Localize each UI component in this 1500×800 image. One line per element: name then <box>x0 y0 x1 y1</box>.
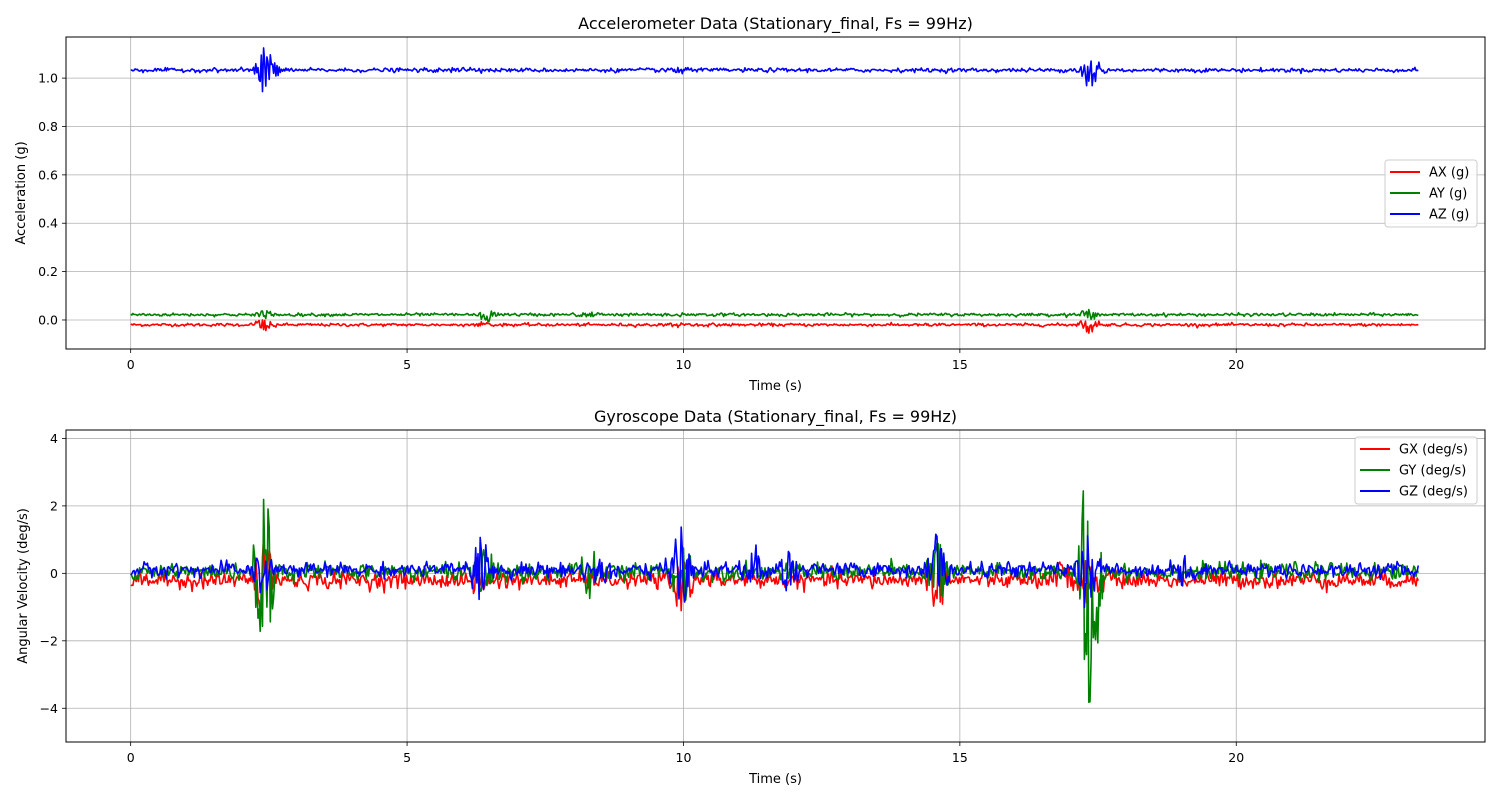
data-lines <box>129 490 1420 703</box>
y-tick-label: 0.6 <box>38 167 58 182</box>
x-tick-label: 5 <box>403 357 411 372</box>
accelerometer-panel: 0 5 10 15 20 0.0 0.2 0.4 0.6 0.8 1.0 Accelerometer… <box>14 14 1486 394</box>
gyroscope-panel: 0 5 10 15 20 −4 −2 0 2 4 Gyroscope Data (Stationa… <box>16 407 1486 787</box>
legend-box <box>1354 436 1478 505</box>
legend-label: GZ (deg/s) <box>1399 485 1468 500</box>
y-tick-label: 1.0 <box>38 71 58 86</box>
ticks: 0 5 10 15 20 0.0 0.2 0.4 0.6 0.8 1.0 <box>38 71 1244 372</box>
grid <box>66 37 1485 349</box>
y-tick-label: 2 <box>50 498 58 513</box>
x-tick-label: 20 <box>1228 357 1244 372</box>
series-line-az <box>130 47 1419 93</box>
y-tick-label: 0.8 <box>38 119 58 134</box>
x-axis-label: Time (s) <box>748 772 802 787</box>
y-tick-label: 0.4 <box>38 216 58 231</box>
x-tick-label: 5 <box>403 750 411 765</box>
x-tick-label: 15 <box>952 357 968 372</box>
y-tick-label: −2 <box>40 633 58 648</box>
chart-title: Gyroscope Data (Stationary_final, Fs = 9… <box>594 407 957 427</box>
series-line-gx <box>130 537 1420 612</box>
y-tick-label: 0.0 <box>38 312 58 327</box>
legend: AX (g) AY (g) AZ (g) <box>1384 159 1478 228</box>
y-tick-label: 0 <box>50 566 58 581</box>
legend-label: GY (deg/s) <box>1399 464 1466 479</box>
y-axis-label: Angular Velocity (deg/s) <box>16 508 31 664</box>
series-line-ay <box>130 308 1419 323</box>
x-tick-label: 0 <box>127 357 135 372</box>
axes-frame <box>65 429 1486 743</box>
y-tick-label: 4 <box>50 431 58 446</box>
x-tick-label: 0 <box>127 750 135 765</box>
series-line-gy <box>129 490 1420 703</box>
ticks: 0 5 10 15 20 −4 −2 0 2 4 <box>40 431 1245 765</box>
y-axis-label: Acceleration (g) <box>14 141 29 244</box>
x-tick-label: 20 <box>1228 750 1244 765</box>
x-tick-label: 15 <box>952 750 968 765</box>
x-tick-label: 10 <box>676 750 692 765</box>
legend-label: AY (g) <box>1429 187 1467 202</box>
y-tick-label: 0.2 <box>38 264 58 279</box>
legend-label: GX (deg/s) <box>1399 443 1468 458</box>
legend-box <box>1384 159 1478 228</box>
data-lines <box>130 47 1419 334</box>
series-line-ax <box>130 319 1419 334</box>
x-tick-label: 10 <box>676 357 692 372</box>
axes-frame <box>65 36 1486 350</box>
legend: GX (deg/s) GY (deg/s) GZ (deg/s) <box>1354 436 1478 505</box>
series-line-gz <box>130 526 1420 609</box>
y-tick-label: −4 <box>40 701 58 716</box>
chart-title: Accelerometer Data (Stationary_final, Fs… <box>578 14 973 34</box>
legend-label: AZ (g) <box>1429 208 1469 223</box>
legend-label: AX (g) <box>1429 166 1469 181</box>
x-axis-label: Time (s) <box>748 379 802 394</box>
